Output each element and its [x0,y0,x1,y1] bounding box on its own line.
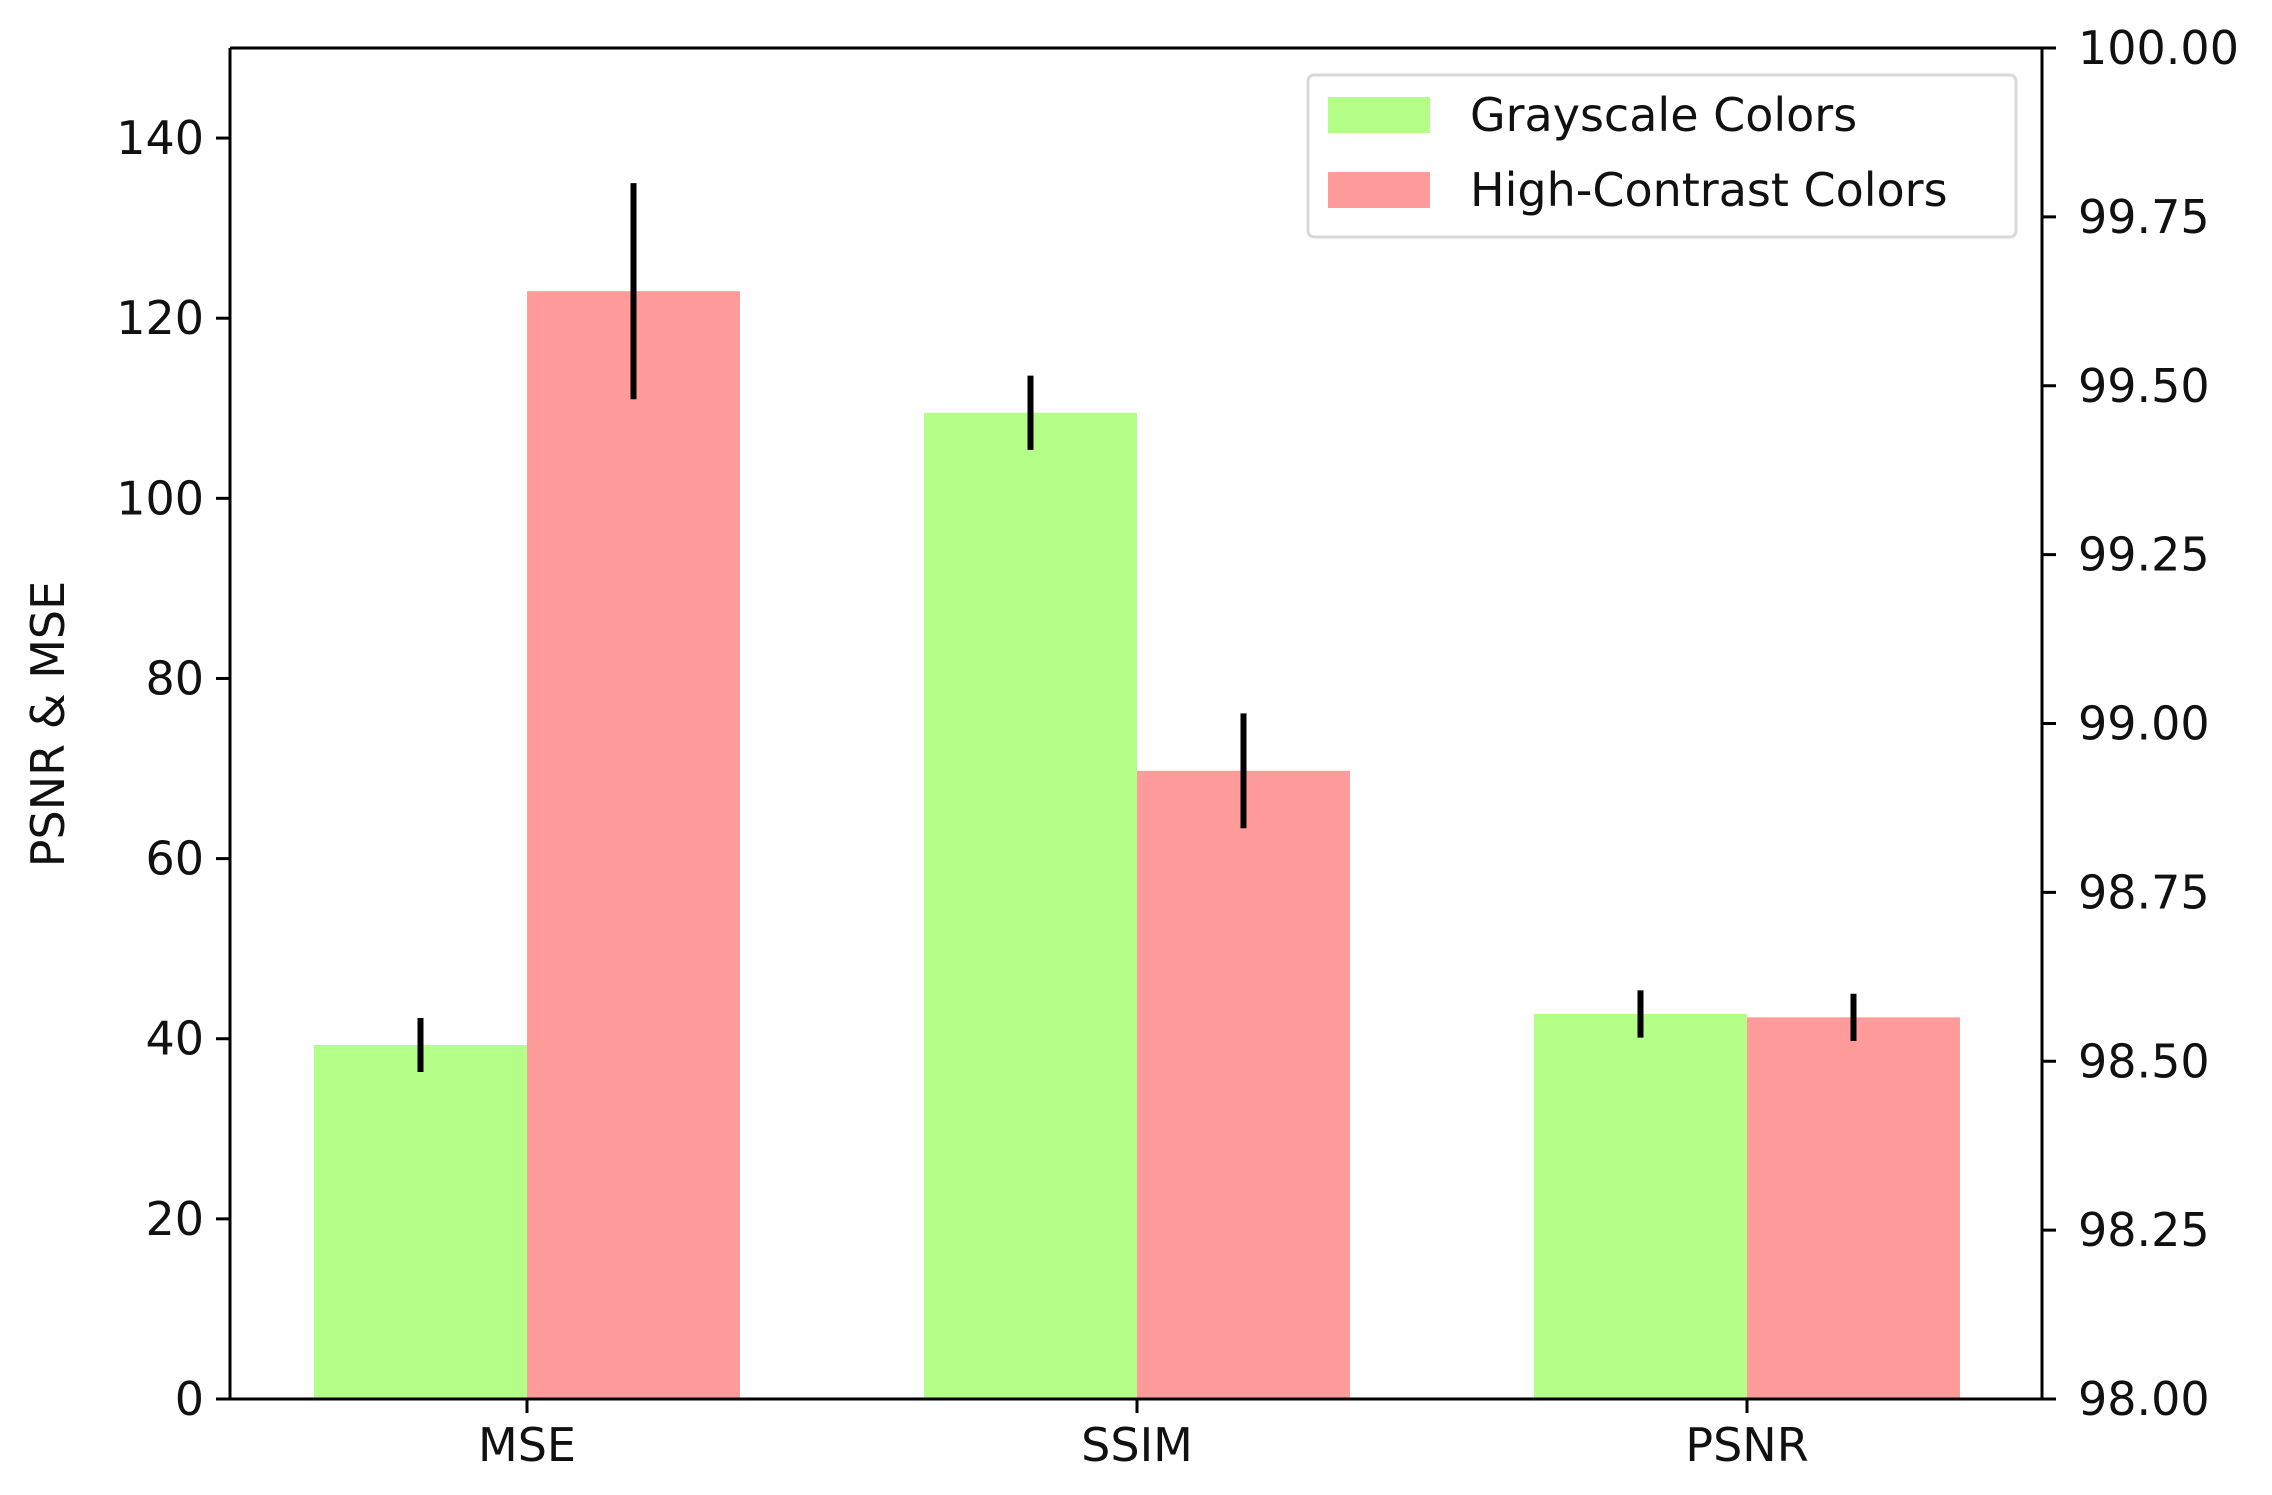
y2-tick-label: 98.50 [2078,1034,2210,1088]
legend-swatch-high-contrast [1328,172,1430,208]
bar-psnr-series-1 [1747,1017,1960,1399]
bar-ssim-series-0 [924,412,1137,1399]
y-tick-label: 0 [175,1372,204,1426]
legend-swatch-grayscale [1328,97,1430,133]
x-tick-label: MSE [478,1418,576,1472]
y2-tick-label: 98.25 [2078,1203,2210,1257]
x-tick-label: PSNR [1685,1418,1808,1472]
y-tick-label: 60 [145,832,204,886]
y-tick-label: 140 [116,111,204,165]
error-bars-layer [417,183,1857,1073]
bars-layer [314,291,1960,1400]
bar-ssim-series-1 [1137,770,1350,1399]
bar-mse-series-0 [314,1045,527,1399]
bar-psnr-series-0 [1534,1013,1747,1399]
x-tick-label: SSIM [1081,1418,1193,1472]
y-tick-label: 40 [145,1012,204,1066]
y2-tick-label: 98.75 [2078,865,2210,919]
y2-tick-label: 98.00 [2078,1372,2210,1426]
y-axis-label: PSNR & MSE [21,581,75,867]
legend-label-grayscale: Grayscale Colors [1470,88,1857,142]
y-tick-label: 120 [116,291,204,345]
y2-tick-label: 99.75 [2078,190,2210,244]
y2-tick-label: 100.00 [2078,21,2239,75]
axes-layer: 0 20 40 60 80 100 120 140 98.00 98.25 98.50 98.75 99… [116,21,2239,1472]
legend-frame [1306,73,2018,239]
y-tick-label: 80 [145,651,204,705]
legend: Grayscale Colors High-Contrast Colors [1306,73,2018,239]
y2-tick-label: 99.25 [2078,528,2210,582]
y-tick-label: 20 [145,1192,204,1246]
bar-mse-series-1 [527,291,740,1400]
y2-tick-label: 99.00 [2078,697,2210,751]
y-tick-label: 100 [116,471,204,525]
y2-tick-label: 99.50 [2078,359,2210,413]
legend-label-high-contrast: High-Contrast Colors [1470,163,1948,217]
